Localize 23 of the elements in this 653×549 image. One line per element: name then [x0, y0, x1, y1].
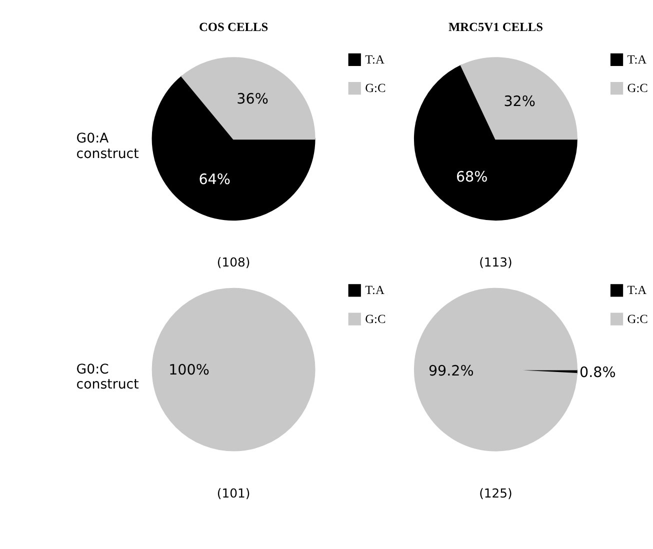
legend-label: T:A	[627, 283, 647, 298]
chart-title: COS CELLS	[198, 20, 268, 34]
text: (101)	[216, 485, 250, 500]
legend-label: T:A	[365, 283, 384, 298]
legend-label: T:A	[365, 52, 384, 67]
legend-label: G:C	[365, 312, 386, 326]
text: (125)	[479, 485, 512, 500]
legend-label: G:C	[627, 312, 648, 326]
legend-label: T:A	[627, 52, 647, 67]
text: G0:A construct	[76, 132, 139, 162]
legend-label: G:C	[365, 81, 386, 96]
text: G0:C construct	[76, 362, 139, 393]
data-label: 64%	[198, 172, 230, 188]
data-label: 100%	[168, 362, 210, 378]
data-label: 99.2%	[428, 363, 474, 380]
text: (108)	[216, 254, 250, 270]
legend-label: G:C	[627, 81, 648, 96]
data-label: 0.8%	[580, 364, 616, 381]
chart-title: MRC5V1 CELLS	[448, 20, 544, 34]
data-label: 32%	[504, 94, 536, 110]
data-label: 68%	[456, 169, 488, 186]
data-label: 36%	[236, 91, 268, 108]
text: (113)	[479, 254, 512, 270]
